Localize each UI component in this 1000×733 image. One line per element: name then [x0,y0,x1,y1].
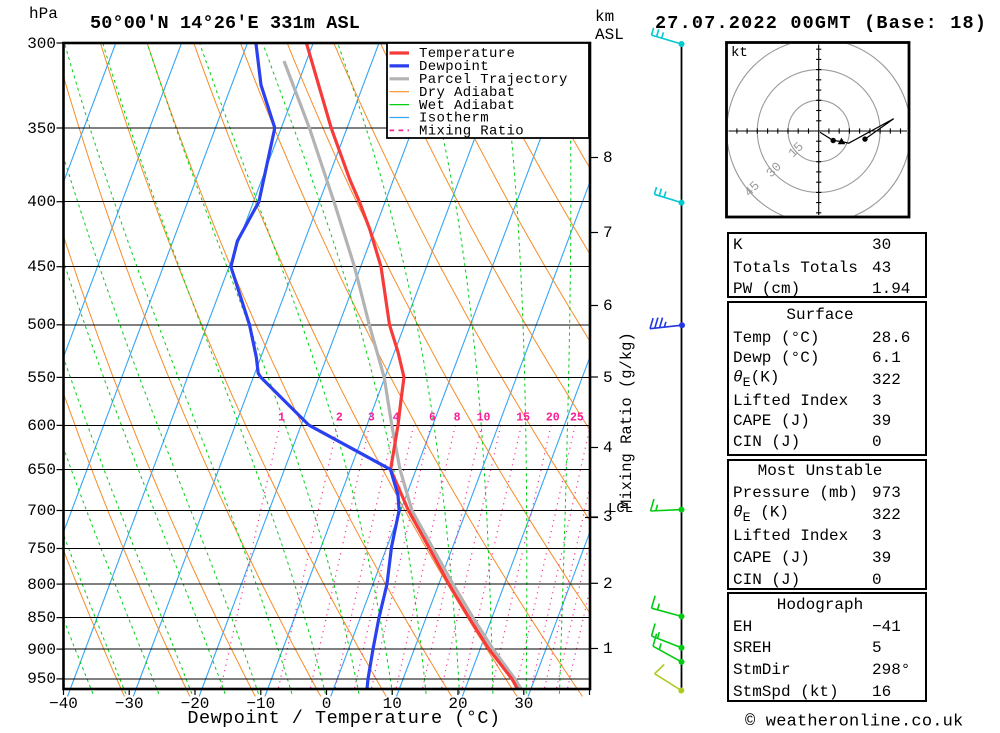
svg-text:Dewpoint: Dewpoint [419,59,489,75]
svg-text:Mixing Ratio: Mixing Ratio [419,124,524,140]
svg-text:Dry Adiabat: Dry Adiabat [419,85,515,101]
svg-text:Parcel Trajectory: Parcel Trajectory [419,72,568,88]
svg-text:Temperature: Temperature [419,46,515,62]
svg-text:Isotherm: Isotherm [419,111,489,127]
svg-text:Wet Adiabat: Wet Adiabat [419,98,515,114]
